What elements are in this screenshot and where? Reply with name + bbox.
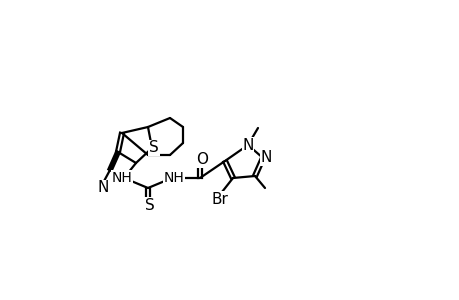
Text: NH: NH bbox=[112, 171, 132, 185]
Text: NH: NH bbox=[163, 171, 184, 185]
Text: N: N bbox=[97, 181, 108, 196]
Text: N: N bbox=[260, 151, 271, 166]
Text: N: N bbox=[242, 137, 253, 152]
Text: S: S bbox=[145, 197, 155, 212]
Text: O: O bbox=[196, 152, 207, 167]
Text: S: S bbox=[149, 140, 158, 155]
Text: Br: Br bbox=[211, 191, 228, 206]
